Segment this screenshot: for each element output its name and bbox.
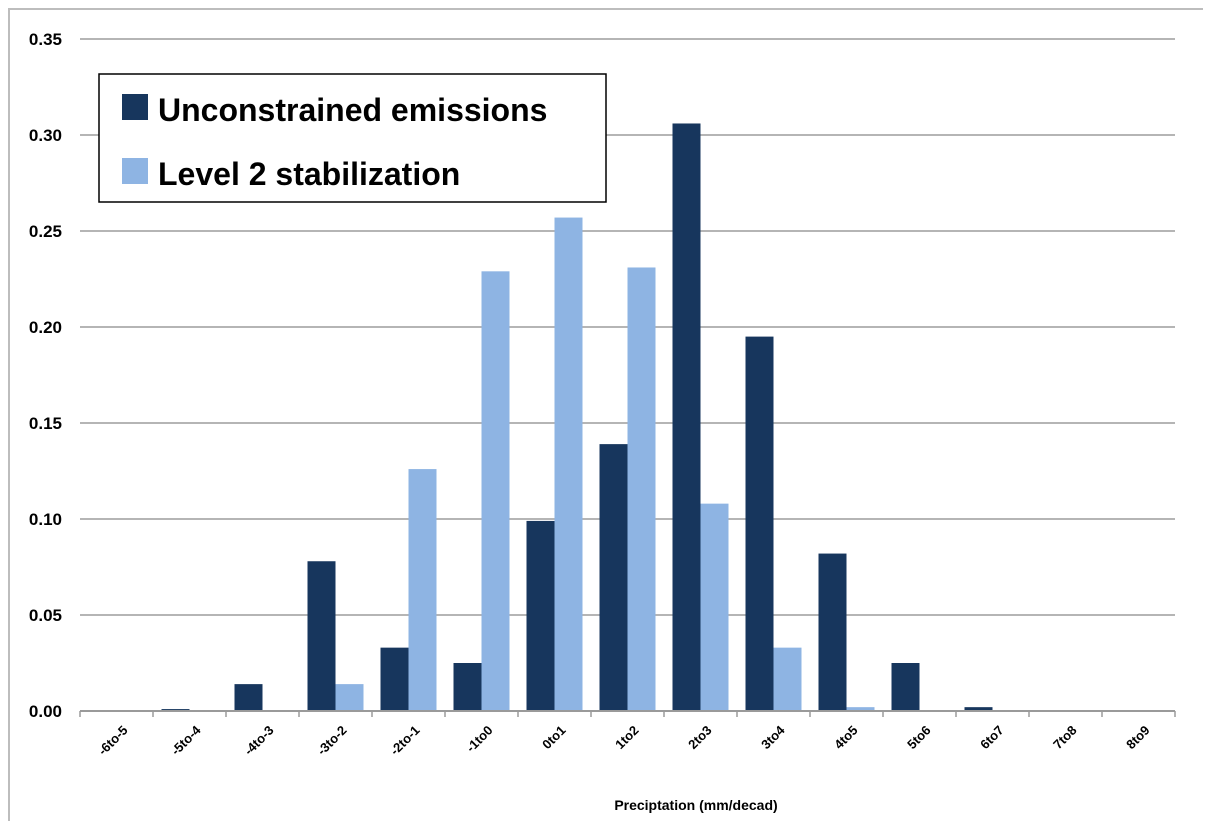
bar-level2-10	[846, 707, 875, 711]
x-tick-label: 6to7	[977, 723, 1007, 753]
bar-unconstrained-2	[234, 684, 263, 711]
bar-unconstrained-7	[599, 444, 628, 711]
bar-level2-5	[481, 271, 510, 711]
bar-level2-6	[554, 217, 583, 711]
x-tick-label: -6to-5	[95, 723, 131, 759]
legend-label: Unconstrained emissions	[158, 92, 547, 128]
legend: Unconstrained emissions Level 2 stabiliza…	[98, 73, 607, 203]
y-tick-label: 0.25	[29, 222, 62, 241]
x-axis-title: Preciptation (mm/decad)	[614, 797, 777, 813]
bar-unconstrained-11	[891, 663, 920, 711]
bar-unconstrained-4	[380, 647, 409, 711]
bar-level2-3	[335, 684, 364, 711]
bar-unconstrained-5	[453, 663, 482, 711]
y-tick-label: 0.30	[29, 126, 62, 145]
y-tick-label: 0.20	[29, 318, 62, 337]
bar-level2-7	[627, 267, 656, 711]
bar-unconstrained-3	[307, 561, 336, 711]
y-tick-labels: 0.00 0.05 0.10 0.15 0.20 0.25 0.30 0.35	[29, 30, 62, 721]
legend-swatch	[122, 94, 148, 120]
bar-unconstrained-9	[745, 336, 774, 711]
x-tick-labels: -6to-5 -5to-4 -4to-3 -3to-2 -2to-1 -1to0 0to1 1…	[95, 722, 1153, 758]
bar-unconstrained-6	[526, 520, 555, 711]
y-tick-label: 0.35	[29, 30, 62, 49]
bars	[161, 123, 993, 712]
legend-label: Level 2 stabilization	[158, 156, 460, 192]
legend-swatch	[122, 158, 148, 184]
x-tick-label: -2to-1	[387, 723, 423, 759]
x-tick-label: 8to9	[1123, 723, 1153, 753]
x-tick-label: -4to-3	[241, 723, 277, 759]
bar-level2-9	[773, 647, 802, 711]
x-tick-label: 0to1	[539, 723, 569, 753]
x-tick-label: 2to3	[685, 723, 715, 753]
bar-unconstrained-8	[672, 123, 701, 712]
bar-unconstrained-10	[818, 553, 847, 711]
bar-level2-4	[408, 469, 437, 711]
y-tick-label: 0.15	[29, 414, 62, 433]
y-tick-label: 0.05	[29, 606, 62, 625]
axes	[79, 710, 1176, 717]
x-tick-label: 1to2	[612, 723, 642, 753]
y-tick-label: 0.00	[29, 702, 62, 721]
bar-unconstrained-12	[964, 707, 993, 711]
chart-frame	[8, 8, 1203, 821]
legend-box	[98, 73, 607, 203]
x-tick-label: 4to5	[831, 723, 861, 753]
y-tick-label: 0.10	[29, 510, 62, 529]
x-tick-label: -3to-2	[314, 723, 350, 759]
x-tick-label: 3to4	[758, 722, 788, 752]
x-tick-label: -1to0	[463, 723, 496, 756]
bar-level2-8	[700, 503, 729, 711]
x-tick-label: 5to6	[904, 723, 934, 753]
x-tick-label: 7to8	[1050, 723, 1080, 753]
x-tick-label: -5to-4	[168, 722, 204, 758]
